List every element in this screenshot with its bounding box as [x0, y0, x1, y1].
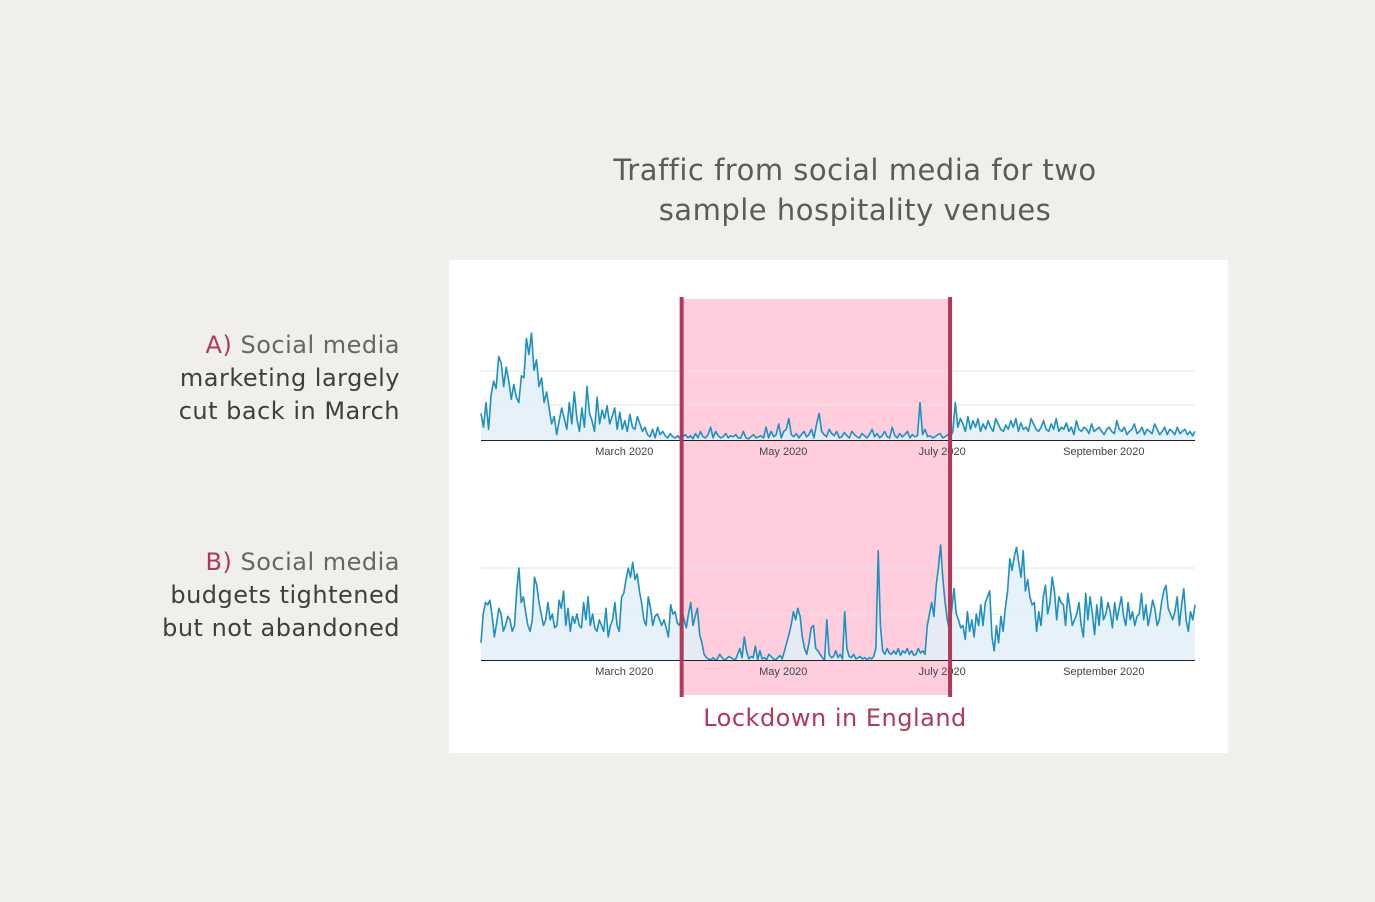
label-a-lead: Social media [240, 331, 400, 359]
lockdown-border-left [679, 297, 684, 697]
series-line-b [480, 544, 1196, 661]
tick-label-a-0: March 2020 [595, 446, 653, 458]
tick-label-a-3: September 2020 [1063, 446, 1144, 458]
lockdown-label: Lockdown in England [703, 704, 967, 732]
lockdown-border-right [948, 297, 953, 697]
label-b-line-3: but not abandoned [162, 614, 400, 642]
tick-label-b-1: May 2020 [759, 666, 807, 678]
label-a: A) Social media marketing largely cut ba… [100, 329, 400, 428]
label-a-letter: A) [205, 331, 233, 359]
tick-label-b-3: September 2020 [1063, 666, 1144, 678]
tick-label-b-0: March 2020 [595, 666, 653, 678]
title-line-1: Traffic from social media for two [613, 153, 1097, 187]
label-a-line-2: marketing largely [179, 364, 400, 392]
lockdown-shade [681, 299, 951, 695]
chart-title: Traffic from social media for two sample… [555, 150, 1155, 230]
series-area-b [481, 545, 1195, 660]
title-line-2: sample hospitality venues [658, 193, 1052, 227]
label-b-line-1: B) Social media [100, 546, 400, 579]
tick-label-a-1: May 2020 [759, 446, 807, 458]
label-b: B) Social media budgets tightened but no… [100, 546, 400, 645]
tick-label-b-2: July 2020 [919, 666, 966, 678]
tick-label-a-2: July 2020 [919, 446, 966, 458]
series-line-a [480, 332, 1196, 440]
label-b-letter: B) [205, 548, 233, 576]
label-b-line-2: budgets tightened [170, 581, 400, 609]
label-a-line-1: A) Social media [100, 329, 400, 362]
label-b-lead: Social media [240, 548, 400, 576]
label-a-line-3: cut back in March [178, 397, 400, 425]
